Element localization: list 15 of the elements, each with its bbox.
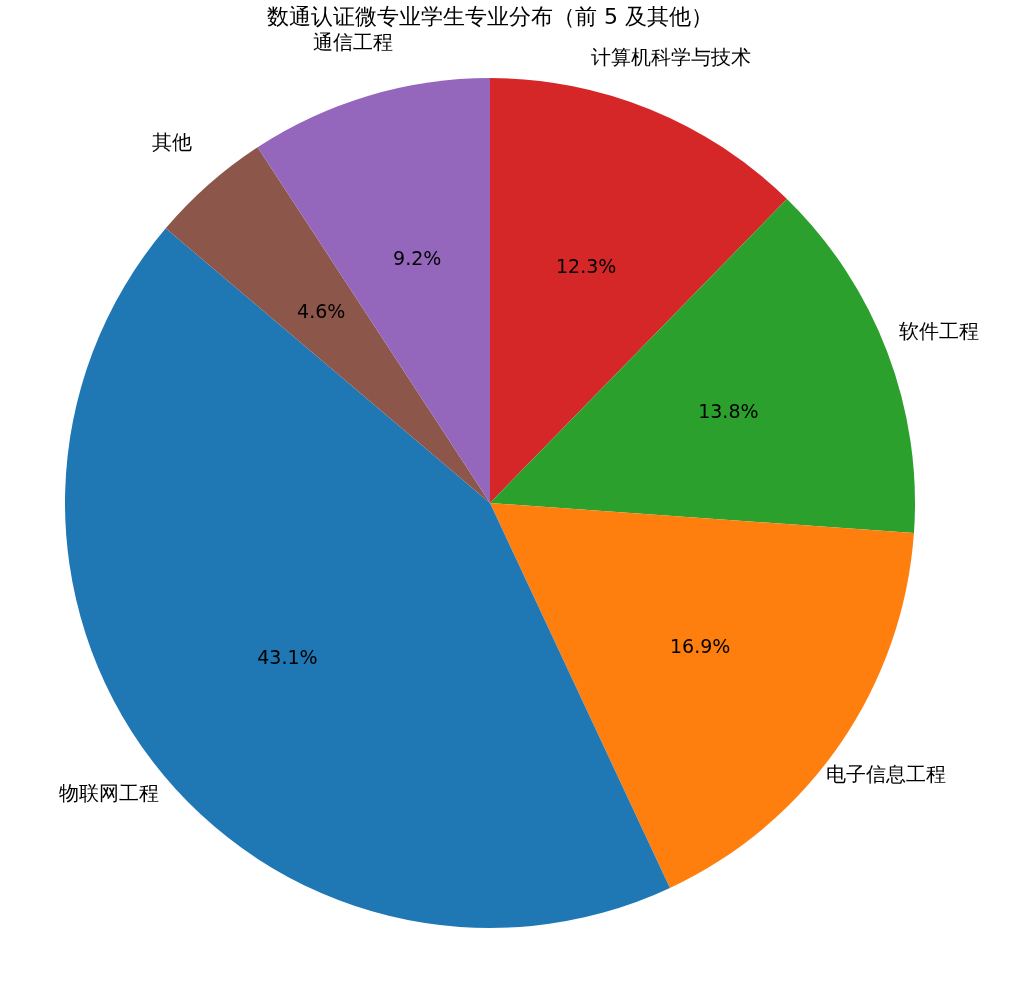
slice-label: 物联网工程 <box>58 781 159 806</box>
data-label: 4.6% <box>297 299 346 322</box>
slice-label: 其他 <box>152 130 193 155</box>
slice-label: 通信工程 <box>313 29 394 54</box>
slice-label: 软件工程 <box>898 319 979 344</box>
data-label: 43.1% <box>257 645 318 668</box>
data-label: 12.3% <box>556 254 617 277</box>
data-label: 16.9% <box>669 635 731 658</box>
pie-slice <box>257 78 490 503</box>
data-label: 9.2% <box>393 246 442 269</box>
pie-slice <box>490 78 787 503</box>
chart-title: 数通认证微专业学生专业分布（前 5 及其他） <box>267 3 713 29</box>
slice-label: 电子信息工程 <box>825 761 946 786</box>
slice-label: 计算机科学与技术 <box>591 45 752 70</box>
data-label: 13.8% <box>698 400 759 423</box>
